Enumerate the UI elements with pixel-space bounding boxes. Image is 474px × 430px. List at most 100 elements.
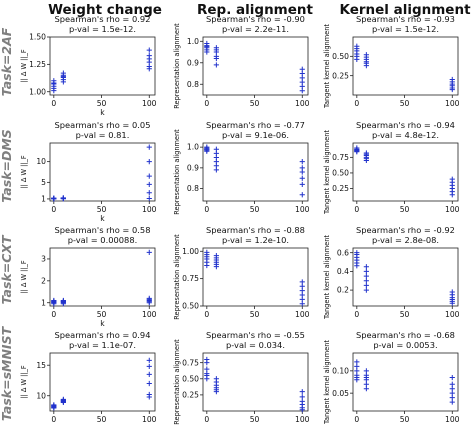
y-tick-label: 0.25 bbox=[332, 71, 349, 80]
data-point bbox=[146, 391, 152, 398]
row-titles: Task=2AF Task=DMS Task=CXT Task=sMNIST bbox=[0, 27, 14, 421]
data-point bbox=[299, 292, 305, 298]
data-point bbox=[449, 390, 455, 396]
y-axis-label: Representation alignment bbox=[173, 23, 181, 109]
panels: Spearman's rho = 0.92p-val = 1.5e-12.0 50… bbox=[20, 14, 460, 430]
p-value-label: p-val = 4.8e-12. bbox=[372, 130, 439, 140]
data-point bbox=[299, 288, 305, 294]
x-tick-label: 50 bbox=[97, 99, 107, 108]
axes-frame bbox=[202, 247, 309, 307]
data-point bbox=[363, 268, 369, 274]
y-axis-label: Representation alignment bbox=[173, 234, 181, 320]
panel-r1-c0: Spearman's rho = 0.05p-val = 0.81. 0 50 100… bbox=[20, 120, 157, 223]
x-axis-label: k bbox=[100, 214, 105, 223]
y-tick-label: 1.00 bbox=[29, 87, 46, 96]
panel-r1-c1: Spearman's rho = -0.77p-val = 9.1e-06. 0 5… bbox=[173, 120, 310, 215]
y-tick-label: 5 bbox=[41, 178, 46, 187]
x-tick-label: 100 bbox=[295, 205, 310, 214]
panel-r3-c0: Spearman's rho = 0.94p-val = 1.1e-07. 0 50… bbox=[20, 330, 157, 430]
data-point bbox=[146, 380, 152, 387]
data-point bbox=[146, 144, 152, 150]
y-tick-label: 0.50 bbox=[332, 52, 349, 61]
data-point bbox=[299, 389, 305, 395]
x-tick-label: 100 bbox=[445, 415, 460, 424]
y-axis-label: || Δ W ||_F bbox=[20, 365, 28, 399]
data-point bbox=[363, 287, 369, 293]
y-tick-label: 0.25 bbox=[332, 184, 349, 193]
x-tick-label: 50 bbox=[250, 310, 260, 319]
data-point bbox=[51, 402, 57, 408]
data-point bbox=[204, 49, 210, 55]
data-point bbox=[213, 389, 219, 395]
data-point bbox=[363, 377, 369, 383]
panel-r0-c0: Spearman's rho = 0.92p-val = 1.5e-12. 0 50… bbox=[20, 14, 157, 117]
axes-frame bbox=[352, 142, 459, 202]
x-tick-label: 50 bbox=[97, 415, 107, 424]
x-axis-label: k bbox=[100, 319, 105, 328]
y-tick-label: 0.75 bbox=[332, 153, 349, 162]
data-point bbox=[363, 273, 369, 279]
data-point bbox=[354, 368, 360, 374]
data-point bbox=[299, 169, 305, 175]
data-point bbox=[449, 374, 455, 381]
y-tick-label: 1 bbox=[41, 195, 46, 204]
x-tick-label: 0 bbox=[51, 205, 56, 214]
data-point bbox=[146, 47, 152, 53]
y-axis-label: Tangent kernel alignment bbox=[323, 24, 331, 109]
x-tick-label: 0 bbox=[354, 99, 359, 108]
data-point bbox=[449, 300, 455, 306]
spearman-rho-label: Spearman's rho = 0.58 bbox=[55, 225, 151, 235]
data-point bbox=[146, 190, 152, 196]
y-tick-label: 0.75 bbox=[182, 358, 199, 367]
data-point bbox=[354, 263, 360, 269]
spearman-rho-label: Spearman's rho = -0.94 bbox=[356, 120, 455, 130]
y-tick-label: 0.8 bbox=[187, 80, 199, 89]
axes-frame bbox=[352, 247, 459, 307]
y-tick-label: 0.9 bbox=[187, 58, 199, 67]
row-title-2af: Task=2AF bbox=[0, 27, 14, 96]
axes-frame bbox=[352, 352, 459, 412]
x-tick-label: 0 bbox=[204, 415, 209, 424]
panel-r0-c2: Spearman's rho = -0.93p-val = 1.5e-12. 0 5… bbox=[323, 14, 460, 109]
spearman-rho-label: Spearman's rho = -0.90 bbox=[206, 14, 305, 24]
x-tick-label: 100 bbox=[445, 99, 460, 108]
spearman-rho-label: Spearman's rho = 0.94 bbox=[55, 330, 151, 340]
x-tick-label: 100 bbox=[445, 310, 460, 319]
data-point bbox=[449, 399, 455, 405]
x-tick-label: 0 bbox=[354, 205, 359, 214]
y-tick-label: 2 bbox=[41, 276, 46, 285]
p-value-label: p-val = 2.2e-11. bbox=[222, 24, 289, 34]
y-tick-label: 0.50 bbox=[182, 302, 199, 311]
y-tick-label: 0.50 bbox=[332, 169, 349, 178]
data-point bbox=[354, 363, 360, 369]
data-point bbox=[299, 88, 305, 94]
p-value-label: p-val = 0.81. bbox=[76, 130, 130, 140]
x-tick-label: 0 bbox=[354, 415, 359, 424]
x-tick-label: 50 bbox=[400, 99, 410, 108]
panel-r2-c2: Spearman's rho = -0.92p-val = 2.8e-08. 0 5… bbox=[323, 225, 460, 320]
data-point bbox=[146, 181, 152, 188]
p-value-label: p-val = 1.1e-07. bbox=[69, 340, 136, 350]
x-tick-label: 50 bbox=[97, 310, 107, 319]
x-tick-label: 0 bbox=[204, 205, 209, 214]
data-point bbox=[354, 377, 360, 383]
x-tick-label: 100 bbox=[445, 205, 460, 214]
data-point bbox=[449, 395, 455, 401]
spearman-rho-label: Spearman's rho = -0.77 bbox=[206, 120, 305, 130]
y-tick-label: 10 bbox=[36, 157, 46, 166]
data-point bbox=[363, 157, 369, 164]
data-point bbox=[299, 181, 305, 188]
y-tick-label: 1.0 bbox=[187, 143, 199, 152]
y-axis-label: || Δ W ||_F bbox=[20, 260, 28, 294]
spearman-rho-label: Spearman's rho = -0.88 bbox=[206, 225, 305, 235]
y-axis-label: || Δ W ||_F bbox=[20, 155, 28, 189]
data-point bbox=[60, 70, 66, 76]
x-tick-label: 50 bbox=[97, 205, 107, 214]
axes-frame bbox=[202, 142, 309, 202]
x-tick-label: 100 bbox=[142, 310, 157, 319]
data-point bbox=[204, 366, 210, 372]
x-tick-label: 0 bbox=[51, 415, 56, 424]
y-tick-label: 1.25 bbox=[29, 60, 46, 69]
column-title-weight-change: Weight change bbox=[48, 2, 162, 18]
